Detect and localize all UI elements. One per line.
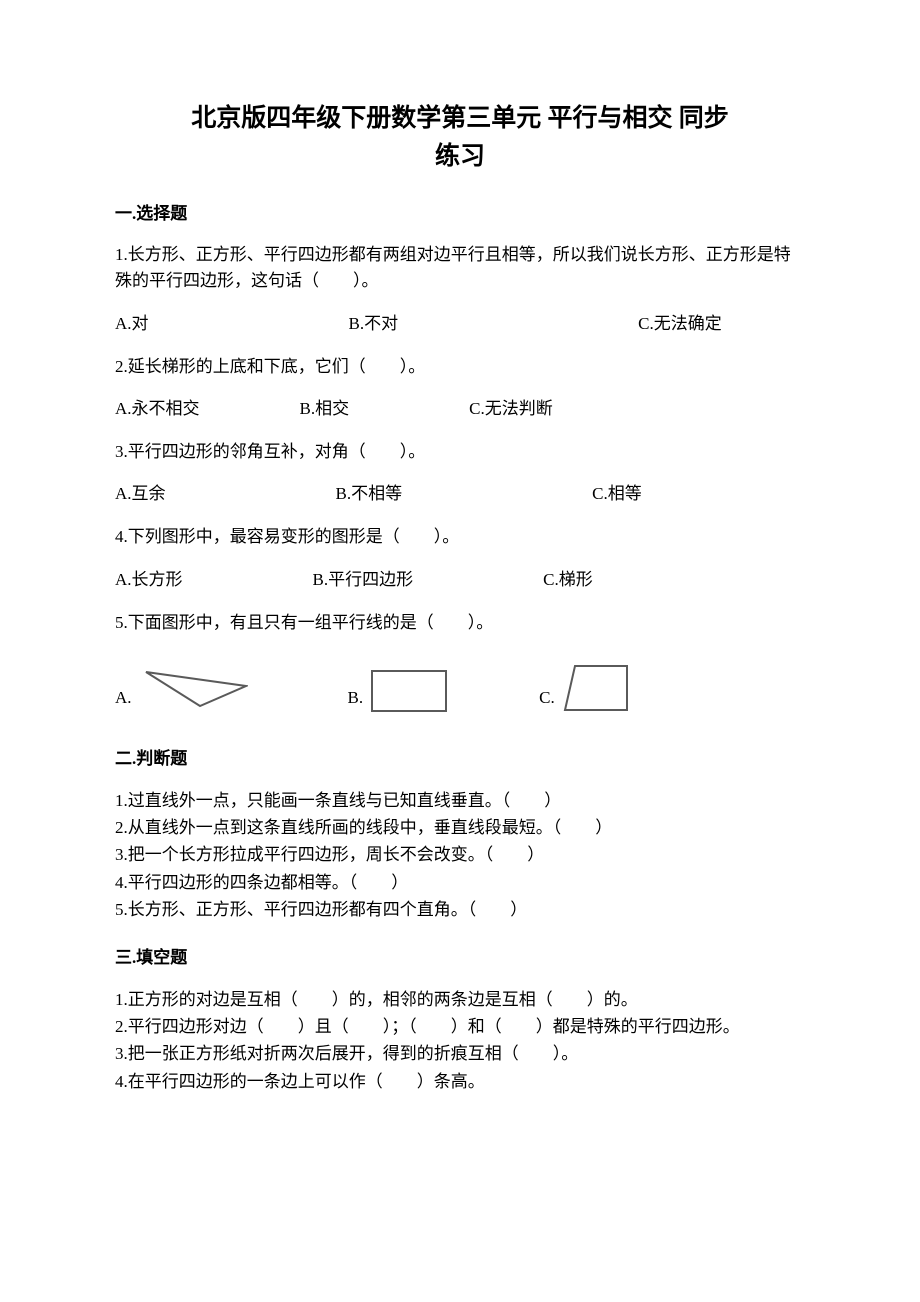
page-title: 北京版四年级下册数学第三单元 平行与相交 同步 练习 [115,100,805,175]
figure-triangle [138,664,248,714]
choice-q3-c: C.相等 [592,479,642,504]
figure-trapezoid [561,662,631,714]
judge-q2: 2.从直线外一点到这条直线所画的线段中，垂直线段最短。（ ） [115,814,805,841]
section-judge-heading: 二.判断题 [115,744,805,769]
choice-q1-options: A.对 B.不对 C.无法确定 [115,309,805,334]
choice-q4-a: A.长方形 [115,565,183,590]
choice-q5-b-label: B. [348,688,364,714]
judge-q1: 1.过直线外一点，只能画一条直线与已知直线垂直。（ ） [115,787,805,814]
judge-q4: 4.平行四边形的四条边都相等。（ ） [115,869,805,896]
judge-q5: 5.长方形、正方形、平行四边形都有四个直角。（ ） [115,896,805,923]
choice-q2: 2.延长梯形的上底和下底，它们（ ）。 [115,354,805,380]
title-line-1: 北京版四年级下册数学第三单元 平行与相交 同步 [191,105,729,132]
fill-q3: 3.把一张正方形纸对折两次后展开，得到的折痕互相（ ）。 [115,1040,805,1067]
choice-q1: 1.长方形、正方形、平行四边形都有两组对边平行且相等，所以我们说长方形、正方形是… [115,242,805,295]
choice-q5-a-group: A. [115,664,248,714]
figure-rectangle [369,668,449,714]
choice-q4-options: A.长方形 B.平行四边形 C.梯形 [115,565,805,590]
title-line-2: 练习 [435,143,485,170]
section-fill-heading: 三.填空题 [115,943,805,968]
choice-q2-c: C.无法判断 [469,394,553,419]
choice-q2-options: A.永不相交 B.相交 C.无法判断 [115,394,805,419]
choice-q5-options: A. B. C. [115,662,805,714]
choice-q4-b: B.平行四边形 [313,565,414,590]
choice-q1-c: C.无法确定 [638,309,722,334]
choice-q4: 4.下列图形中，最容易变形的图形是（ ）。 [115,524,805,550]
choice-q5: 5.下面图形中，有且只有一组平行线的是（ ）。 [115,610,805,636]
choice-q5-c-group: C. [539,662,631,714]
judge-q3: 3.把一个长方形拉成平行四边形，周长不会改变。（ ） [115,841,805,868]
fill-q2: 2.平行四边形对边（ ）且（ ）；（ ）和（ ）都是特殊的平行四边形。 [115,1013,805,1040]
choice-q5-c-label: C. [539,688,555,714]
choice-q3-b: B.不相等 [336,479,403,504]
choice-q3-a: A.互余 [115,479,166,504]
fill-q1: 1.正方形的对边是互相（ ）的，相邻的两条边是互相（ ）的。 [115,986,805,1013]
page: 北京版四年级下册数学第三单元 平行与相交 同步 练习 一.选择题 1.长方形、正… [0,0,920,1155]
choice-q1-a: A.对 [115,309,149,334]
choice-q5-a-label: A. [115,688,132,714]
choice-q2-b: B.相交 [300,394,350,419]
fill-q4: 4.在平行四边形的一条边上可以作（ ）条高。 [115,1068,805,1095]
choice-q1-b: B.不对 [349,309,399,334]
choice-q3-options: A.互余 B.不相等 C.相等 [115,479,805,504]
choice-q4-c: C.梯形 [543,565,593,590]
section-choice-heading: 一.选择题 [115,199,805,224]
choice-q3: 3.平行四边形的邻角互补，对角（ ）。 [115,439,805,465]
choice-q5-b-group: B. [348,668,450,714]
choice-q2-a: A.永不相交 [115,394,200,419]
